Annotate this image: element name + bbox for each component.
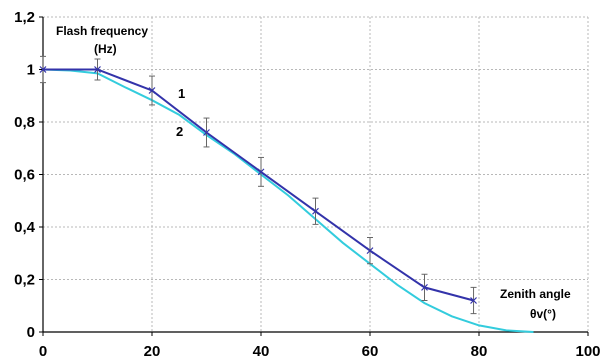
grid [43, 16, 589, 332]
x-axis-title-line2: θv(°) [530, 307, 556, 321]
series-1-line [43, 68, 474, 302]
data-point-marker [148, 87, 156, 94]
series-2 [42, 68, 534, 333]
y-tick-label: 0,6 [14, 167, 35, 184]
data-point-marker [257, 168, 265, 176]
data-point-marker [470, 297, 477, 304]
series-1 [39, 55, 477, 315]
series-1-label: 1 [178, 86, 185, 101]
data-point-marker [39, 66, 47, 73]
x-tick-label: 80 [471, 343, 488, 360]
data-point-marker [203, 129, 210, 136]
data-point-marker [94, 66, 101, 73]
data-point-marker [312, 207, 319, 215]
data-point-marker [366, 247, 374, 255]
x-tick-label: 40 [253, 343, 270, 360]
y-tick-label: 0,2 [14, 272, 35, 289]
x-tick-label: 0 [39, 343, 47, 360]
series-2-line [42, 68, 534, 333]
y-tick-label: 0 [27, 324, 35, 341]
y-axis-title-line2: (Hz) [94, 42, 117, 56]
x-tick-label: 100 [575, 343, 600, 360]
y-tick-label: 1 [27, 62, 35, 79]
y-tick-label: 0,4 [14, 219, 36, 236]
y-tick-label: 1,2 [14, 9, 35, 26]
y-axis-title-line1: Flash frequency [56, 24, 148, 38]
y-tick-label: 0,8 [14, 114, 35, 131]
x-axis-title-line1: Zenith angle [500, 287, 571, 301]
tick-labels: 0 20 40 60 80 100 0 0,2 0,4 0,6 0,8 1 1,2 [14, 9, 600, 360]
x-tick-label: 20 [144, 343, 161, 360]
x-tick-label: 60 [362, 343, 379, 360]
series-2-label: 2 [176, 124, 183, 139]
data-point-marker [421, 283, 428, 291]
